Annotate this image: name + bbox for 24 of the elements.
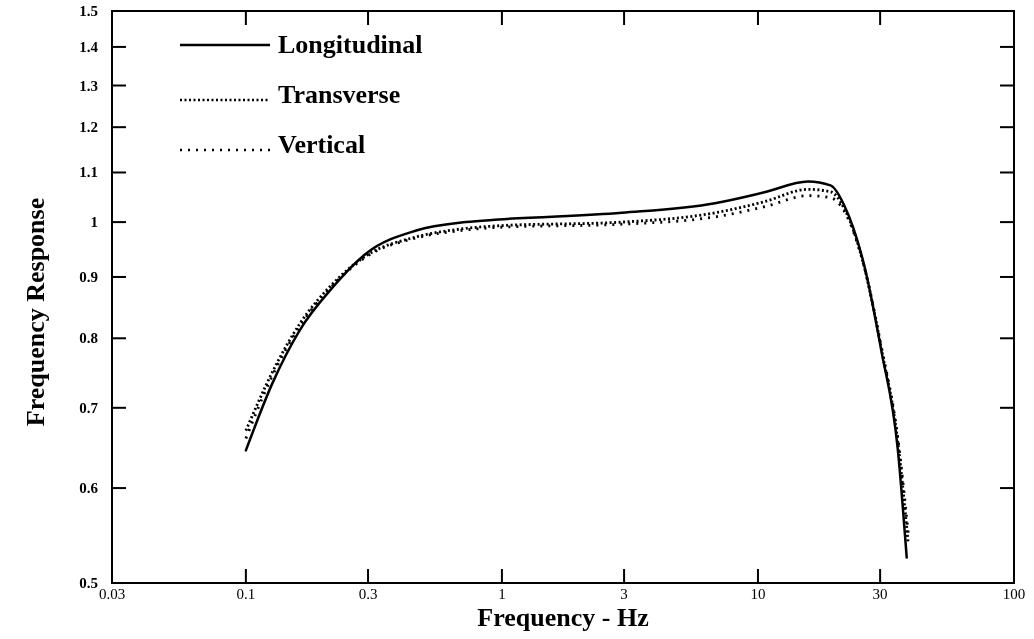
y-tick-label: 1.5 <box>79 3 98 19</box>
legend-label: Vertical <box>278 130 366 159</box>
x-axis-title: Frequency - Hz <box>477 603 649 632</box>
y-tick-label: 1.3 <box>79 77 98 94</box>
x-tick-label: 0.1 <box>236 586 256 602</box>
y-tick-label: 1.1 <box>79 164 98 181</box>
y-tick-label: 0.7 <box>79 399 99 416</box>
y-tick-label: 1.2 <box>79 119 98 136</box>
y-tick-label: 0.5 <box>79 575 98 591</box>
y-tick-label: 1 <box>90 214 98 231</box>
x-tick-label: 0.03 <box>98 586 126 602</box>
legend-label: Longitudinal <box>278 30 423 59</box>
legend-label: Transverse <box>278 80 401 109</box>
y-tick-label: 1.4 <box>79 38 99 55</box>
x-tick-label: 0.3 <box>358 586 378 602</box>
y-tick-label: 0.9 <box>79 268 98 285</box>
y-tick-label: 0.6 <box>79 480 99 497</box>
x-tick-label: 1 <box>498 586 506 602</box>
x-tick-label: 30 <box>872 586 888 602</box>
y-axis-title: Frequency Response <box>21 197 50 427</box>
x-tick-label: 3 <box>620 586 628 602</box>
y-tick-label: 0.8 <box>79 330 98 347</box>
x-tick-label: 10 <box>750 586 766 602</box>
x-tick-label: 100 <box>1002 586 1026 602</box>
